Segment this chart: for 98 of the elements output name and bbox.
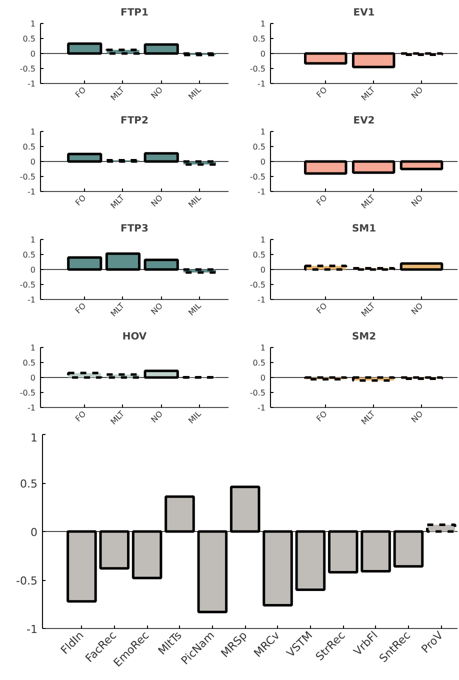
bar bbox=[164, 495, 195, 533]
chart-title: HOV bbox=[122, 332, 147, 342]
bar bbox=[328, 530, 358, 574]
x-tick-label: NO bbox=[149, 301, 165, 316]
y-tick-label: -1 bbox=[26, 623, 38, 636]
bar bbox=[360, 530, 391, 573]
y-tick-label: 0.5 bbox=[252, 250, 266, 260]
y-tick-label: -0.5 bbox=[250, 280, 266, 290]
x-tick-label: MIL bbox=[186, 300, 204, 318]
bar bbox=[67, 256, 102, 271]
y-tick-label: 1 bbox=[30, 128, 36, 136]
bar bbox=[132, 530, 162, 580]
chart-title: FTP2 bbox=[120, 116, 149, 126]
y-tick-label: -0.5 bbox=[20, 172, 36, 182]
y-tick-label: -1 bbox=[258, 188, 266, 196]
x-tick-label: NO bbox=[410, 301, 425, 316]
bar bbox=[105, 373, 141, 379]
bar bbox=[105, 48, 141, 55]
y-tick-label: 1 bbox=[260, 20, 266, 28]
y-tick-label: 0.5 bbox=[20, 478, 38, 490]
y-tick-label: -1 bbox=[258, 404, 266, 412]
y-tick-label: 0 bbox=[30, 158, 36, 166]
x-tick-label: FO bbox=[314, 193, 329, 208]
y-tick-label: 0 bbox=[260, 266, 266, 274]
y-tick-label: 0.5 bbox=[22, 358, 36, 368]
y-tick-label: 1 bbox=[260, 128, 266, 136]
y-tick-label: 0.5 bbox=[252, 34, 266, 44]
x-tick-label: FO bbox=[314, 301, 329, 316]
chart-title: EV1 bbox=[353, 8, 375, 18]
y-tick-label: 1 bbox=[30, 236, 36, 244]
y-tick-label: -1 bbox=[28, 404, 36, 412]
y-tick-label: 0 bbox=[260, 374, 266, 382]
bar bbox=[426, 523, 456, 533]
y-tick-label: 0 bbox=[260, 158, 266, 166]
y-tick-label: 0.5 bbox=[252, 142, 266, 152]
bar bbox=[197, 530, 228, 614]
bar bbox=[67, 372, 102, 379]
bar bbox=[99, 530, 130, 570]
y-tick-label: -0.5 bbox=[20, 64, 36, 74]
y-tick-label: -1 bbox=[28, 188, 36, 196]
y-tick-label: -1 bbox=[258, 296, 266, 304]
x-tick-label: NO bbox=[410, 85, 425, 100]
bar bbox=[66, 530, 97, 603]
x-tick-label: MIL bbox=[186, 408, 204, 426]
y-tick-label: 1 bbox=[260, 236, 266, 244]
x-tick-label: FO bbox=[74, 301, 88, 316]
x-tick-label: FO bbox=[314, 85, 329, 100]
y-tick-label: 1 bbox=[260, 344, 266, 352]
y-tick-label: -1 bbox=[258, 80, 266, 88]
y-tick-label: 0.5 bbox=[22, 34, 36, 44]
y-tick-label: 0 bbox=[30, 266, 36, 274]
y-tick-label: -1 bbox=[28, 80, 36, 88]
chart-title: FTP3 bbox=[120, 224, 149, 234]
y-tick-label: -0.5 bbox=[20, 388, 36, 398]
x-tick-label: MIL bbox=[186, 192, 204, 210]
y-tick-label: -1 bbox=[28, 296, 36, 304]
x-tick-label: MIL bbox=[186, 84, 204, 102]
bar bbox=[393, 530, 424, 568]
x-tick-label: FO bbox=[314, 409, 329, 424]
bar bbox=[295, 530, 326, 591]
y-tick-label: 0 bbox=[30, 374, 36, 382]
y-tick-label: 0 bbox=[260, 50, 266, 58]
y-tick-label: 0 bbox=[30, 526, 38, 539]
y-tick-label: 0.5 bbox=[22, 142, 36, 152]
y-tick-label: 1 bbox=[30, 20, 36, 28]
bar bbox=[144, 43, 179, 55]
bar bbox=[182, 160, 218, 166]
bar bbox=[230, 486, 260, 533]
y-tick-label: 0.5 bbox=[22, 250, 36, 260]
x-tick-label: NO bbox=[410, 193, 425, 208]
y-tick-label: 0.5 bbox=[252, 358, 266, 368]
bar bbox=[144, 258, 179, 271]
x-tick-label: NO bbox=[149, 409, 165, 424]
x-tick-label: NO bbox=[149, 193, 165, 208]
y-tick-label: -0.5 bbox=[250, 388, 266, 398]
y-tick-label: 1 bbox=[30, 344, 36, 352]
bar bbox=[67, 42, 102, 55]
y-tick-label: -0.5 bbox=[250, 64, 266, 74]
y-tick-label: 1 bbox=[30, 432, 38, 444]
y-tick-label: -0.5 bbox=[16, 574, 38, 588]
x-tick-label: FO bbox=[74, 193, 88, 208]
x-tick-label: NO bbox=[149, 85, 165, 100]
y-tick-label: 0 bbox=[30, 50, 36, 58]
bar bbox=[182, 268, 218, 274]
bar bbox=[144, 370, 179, 379]
x-tick-label: FO bbox=[74, 409, 88, 424]
chart-title: SM2 bbox=[352, 332, 376, 342]
bar bbox=[105, 252, 141, 271]
y-tick-label: -0.5 bbox=[20, 280, 36, 290]
bar bbox=[144, 152, 179, 163]
x-tick-label: NO bbox=[410, 409, 425, 424]
chart-title: EV2 bbox=[353, 116, 375, 126]
chart-title: FTP1 bbox=[120, 8, 149, 18]
x-tick-label: FO bbox=[74, 85, 88, 100]
bar bbox=[67, 152, 102, 163]
bar bbox=[262, 530, 293, 606]
chart-title: SM1 bbox=[352, 224, 376, 234]
y-tick-label: -0.5 bbox=[250, 172, 266, 182]
